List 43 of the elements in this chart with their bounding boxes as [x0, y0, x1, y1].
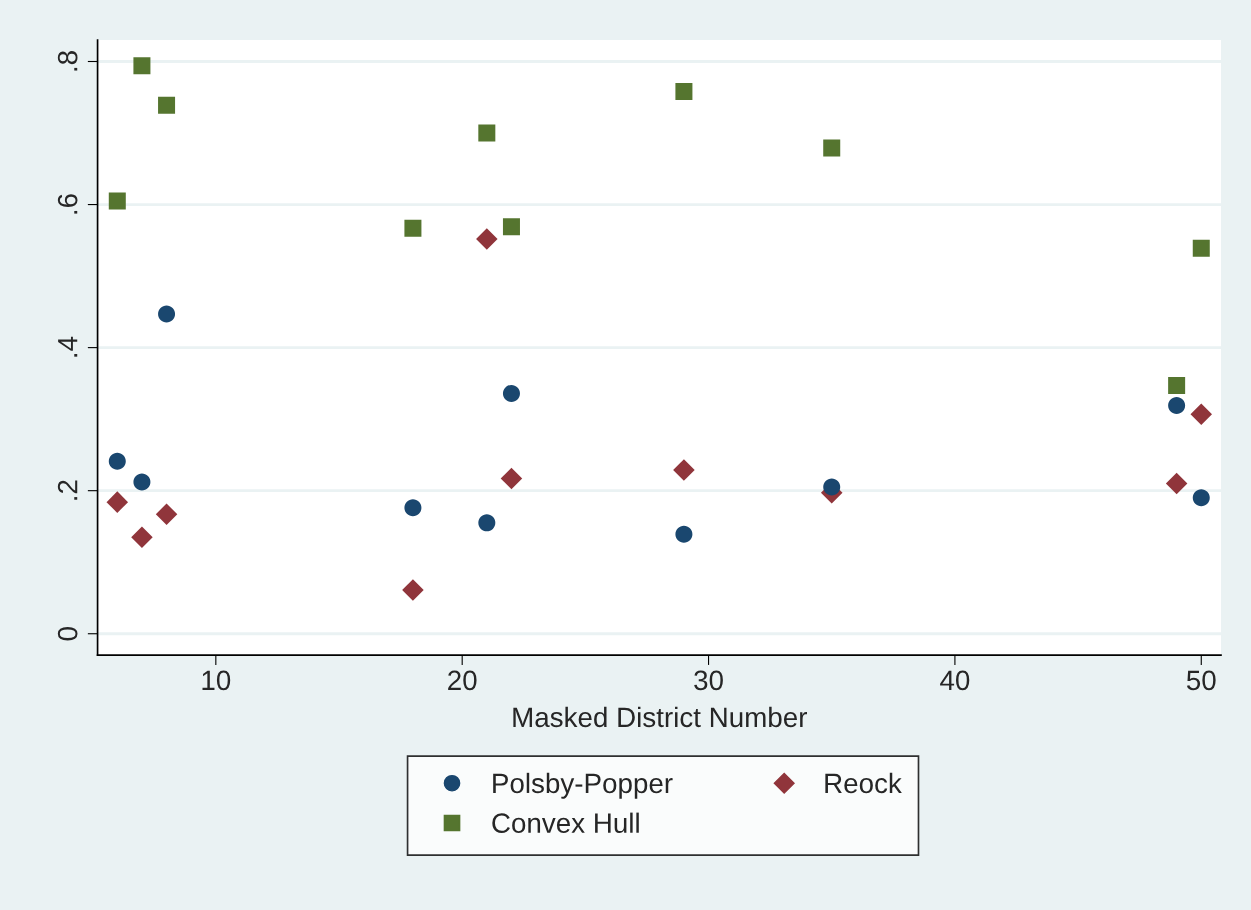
point	[404, 219, 422, 237]
x-axis-title: Masked District Number	[513, 706, 807, 728]
point	[478, 514, 496, 532]
point	[133, 473, 151, 491]
point	[133, 57, 151, 75]
point	[1192, 239, 1210, 257]
legend-label: Convex Hull	[492, 812, 639, 833]
point	[476, 228, 498, 250]
y-tick-label: .4	[58, 336, 78, 357]
point	[673, 459, 695, 481]
legend-label: Reock	[825, 772, 902, 794]
point	[478, 124, 496, 142]
y-tick-label: .6	[57, 194, 78, 214]
point	[675, 525, 693, 543]
point	[1168, 377, 1186, 395]
point	[675, 83, 693, 101]
y-tick-label: .8	[57, 51, 78, 71]
point	[502, 218, 520, 236]
point	[823, 139, 841, 157]
legend-label: Polsby-Popper	[493, 772, 673, 799]
point	[108, 452, 126, 470]
point	[158, 96, 176, 114]
x-tick-label: 20	[448, 670, 477, 691]
y-tick-label: 0	[57, 627, 78, 641]
point	[1192, 489, 1210, 507]
point	[823, 478, 841, 496]
point	[1165, 472, 1188, 495]
x-tick-label: 10	[202, 670, 231, 691]
x-tick-label: 40	[940, 670, 970, 691]
point	[500, 467, 523, 490]
point	[1168, 397, 1186, 415]
x-tick-label: 30	[694, 670, 723, 691]
point	[402, 579, 424, 601]
x-tick-label: 50	[1186, 670, 1216, 691]
point	[106, 491, 129, 513]
point	[131, 526, 153, 548]
y-tick-label: .2	[57, 480, 78, 500]
point	[155, 503, 178, 526]
point	[502, 384, 520, 402]
point	[1190, 403, 1213, 425]
point	[158, 305, 176, 323]
point	[404, 499, 422, 517]
point	[108, 192, 126, 210]
